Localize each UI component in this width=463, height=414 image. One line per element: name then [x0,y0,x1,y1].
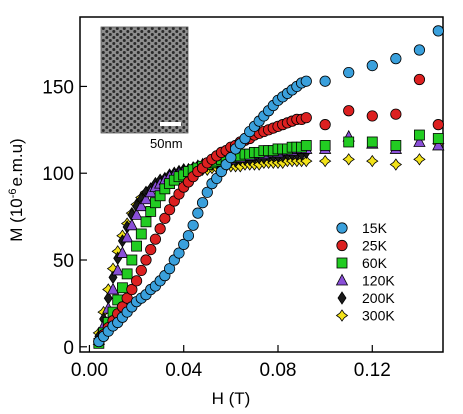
data-point-120K [135,199,148,212]
data-point-300K [318,154,332,168]
legend-label-120K: 120K [362,273,395,289]
data-point-60K [140,216,152,228]
data-point-15K [225,151,237,164]
scale-bar-label: 50nm [150,136,183,151]
data-point-25K [145,243,157,256]
data-markers [92,25,445,349]
data-point-25K [432,119,444,131]
data-point-25K [126,283,138,296]
data-point-60K [432,133,444,144]
series-15K [93,25,444,348]
plot-frame [79,16,444,353]
legend-marker-120K [335,273,349,286]
data-point-15K [178,238,190,250]
y-tick-label: 150 [42,77,74,98]
y-tick-label: 50 [53,251,74,272]
data-point-25K [300,112,312,124]
legend-label-200K: 200K [362,290,395,306]
legend-label-25K: 25K [362,238,388,254]
x-tick-labels: 0.00 0.04 0.08 0.12 [71,360,391,381]
y-tick-labels: 0 50 100 150 [42,77,74,358]
y-axis-label: M (10-6 e.m.u) [7,138,26,241]
data-point-60K [319,140,331,151]
data-point-15K [163,263,176,275]
data-point-120K [130,208,143,220]
scale-bar [160,122,181,126]
y-tick-label: 0 [63,338,74,359]
legend-marker-60K [336,257,348,269]
legend-label-15K: 15K [362,220,388,236]
data-point-15K [390,53,402,65]
data-point-60K [117,282,128,294]
data-point-25K [413,73,426,86]
legend-marker-200K [337,291,347,305]
data-point-15K [201,186,213,198]
data-point-25K [149,233,162,245]
x-tick-label: 0.00 [71,360,108,381]
legend-marker-15K [336,222,348,234]
data-point-25K [159,212,171,224]
data-point-15K [300,75,312,87]
data-point-60K [135,228,147,240]
legend-label-300K: 300K [362,308,395,324]
data-point-120K [125,218,139,231]
data-point-60K [121,268,133,280]
data-point-15K [187,219,199,231]
data-point-25K [140,254,152,266]
legend-label-60K: 60K [362,255,388,271]
x-tick-label: 0.12 [354,360,391,381]
data-point-25K [319,119,331,131]
x-tick-label: 0.04 [165,360,202,381]
legend-marker-300K [335,309,349,322]
data-point-60K [300,140,312,151]
data-point-300K [389,158,403,171]
data-point-15K [413,44,426,56]
data-point-15K [182,230,195,242]
data-point-120K [413,135,426,147]
data-point-120K [432,138,445,151]
data-point-300K [413,153,426,166]
legend-marker-25K [336,239,348,252]
data-point-25K [135,264,147,277]
data-point-120K [139,192,153,205]
y-axis-label-tail: e.m.u) [7,138,26,186]
data-point-60K [343,136,355,148]
data-point-25K [130,275,143,287]
data-point-60K [126,254,138,266]
data-point-60K [131,240,142,252]
data-point-15K [432,25,444,37]
data-point-15K [366,60,378,72]
data-point-15K [173,247,185,259]
data-point-25K [163,204,176,216]
data-point-25K [366,110,378,122]
axis-ticks [80,85,373,352]
data-point-60K [414,129,425,141]
data-point-120K [116,246,129,258]
data-point-120K [106,282,120,295]
data-point-25K [154,223,166,235]
data-point-15K [196,197,209,209]
data-point-300K [342,153,355,166]
y-axis-label-main: M (10 [7,198,26,241]
data-point-15K [319,75,331,87]
data-point-120K [120,230,134,243]
y-axis-label-exponent: -6 [7,188,19,198]
x-tick-label: 0.08 [260,360,297,381]
data-point-15K [343,66,355,79]
data-point-15K [192,207,204,219]
y-tick-label: 100 [42,164,74,185]
data-point-25K [343,105,355,117]
inset-sem-image: 50nm [100,26,189,151]
data-point-120K [111,263,124,276]
x-axis-label: H (T) [212,389,251,408]
data-point-60K [366,136,378,148]
data-point-300K [366,154,379,168]
data-point-25K [390,108,402,120]
data-point-300K [300,154,313,168]
inset-image [100,26,189,134]
data-point-60K [390,140,402,151]
